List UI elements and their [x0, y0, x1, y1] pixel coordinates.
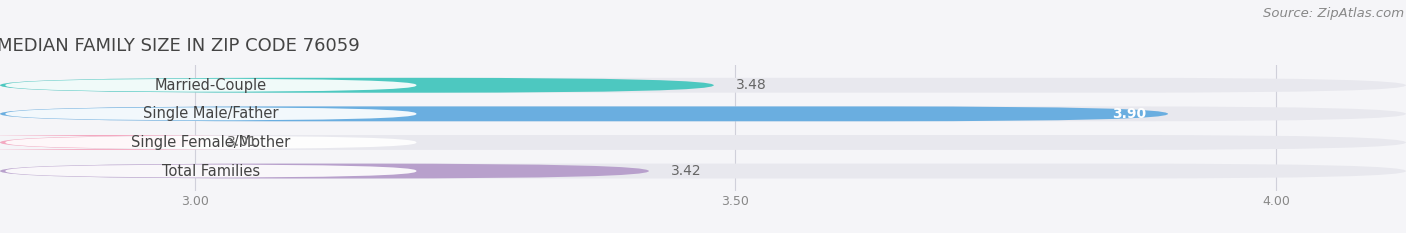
Text: Single Male/Father: Single Male/Father: [143, 106, 278, 121]
FancyBboxPatch shape: [0, 106, 1168, 121]
FancyBboxPatch shape: [6, 136, 416, 149]
FancyBboxPatch shape: [0, 78, 1406, 93]
Text: Single Female/Mother: Single Female/Mother: [131, 135, 291, 150]
Text: Source: ZipAtlas.com: Source: ZipAtlas.com: [1264, 7, 1405, 20]
Text: 3.90: 3.90: [1112, 107, 1146, 121]
FancyBboxPatch shape: [0, 135, 281, 150]
FancyBboxPatch shape: [0, 164, 650, 178]
FancyBboxPatch shape: [6, 107, 416, 120]
FancyBboxPatch shape: [0, 135, 1406, 150]
Text: Total Families: Total Families: [162, 164, 260, 178]
Text: 3.42: 3.42: [671, 164, 702, 178]
Text: 3.01: 3.01: [228, 135, 257, 149]
Text: 3.48: 3.48: [735, 78, 766, 92]
FancyBboxPatch shape: [0, 106, 1406, 121]
Text: MEDIAN FAMILY SIZE IN ZIP CODE 76059: MEDIAN FAMILY SIZE IN ZIP CODE 76059: [0, 37, 360, 55]
FancyBboxPatch shape: [6, 79, 416, 92]
FancyBboxPatch shape: [0, 78, 714, 93]
Text: Married-Couple: Married-Couple: [155, 78, 267, 93]
FancyBboxPatch shape: [6, 164, 416, 178]
FancyBboxPatch shape: [0, 164, 1406, 178]
